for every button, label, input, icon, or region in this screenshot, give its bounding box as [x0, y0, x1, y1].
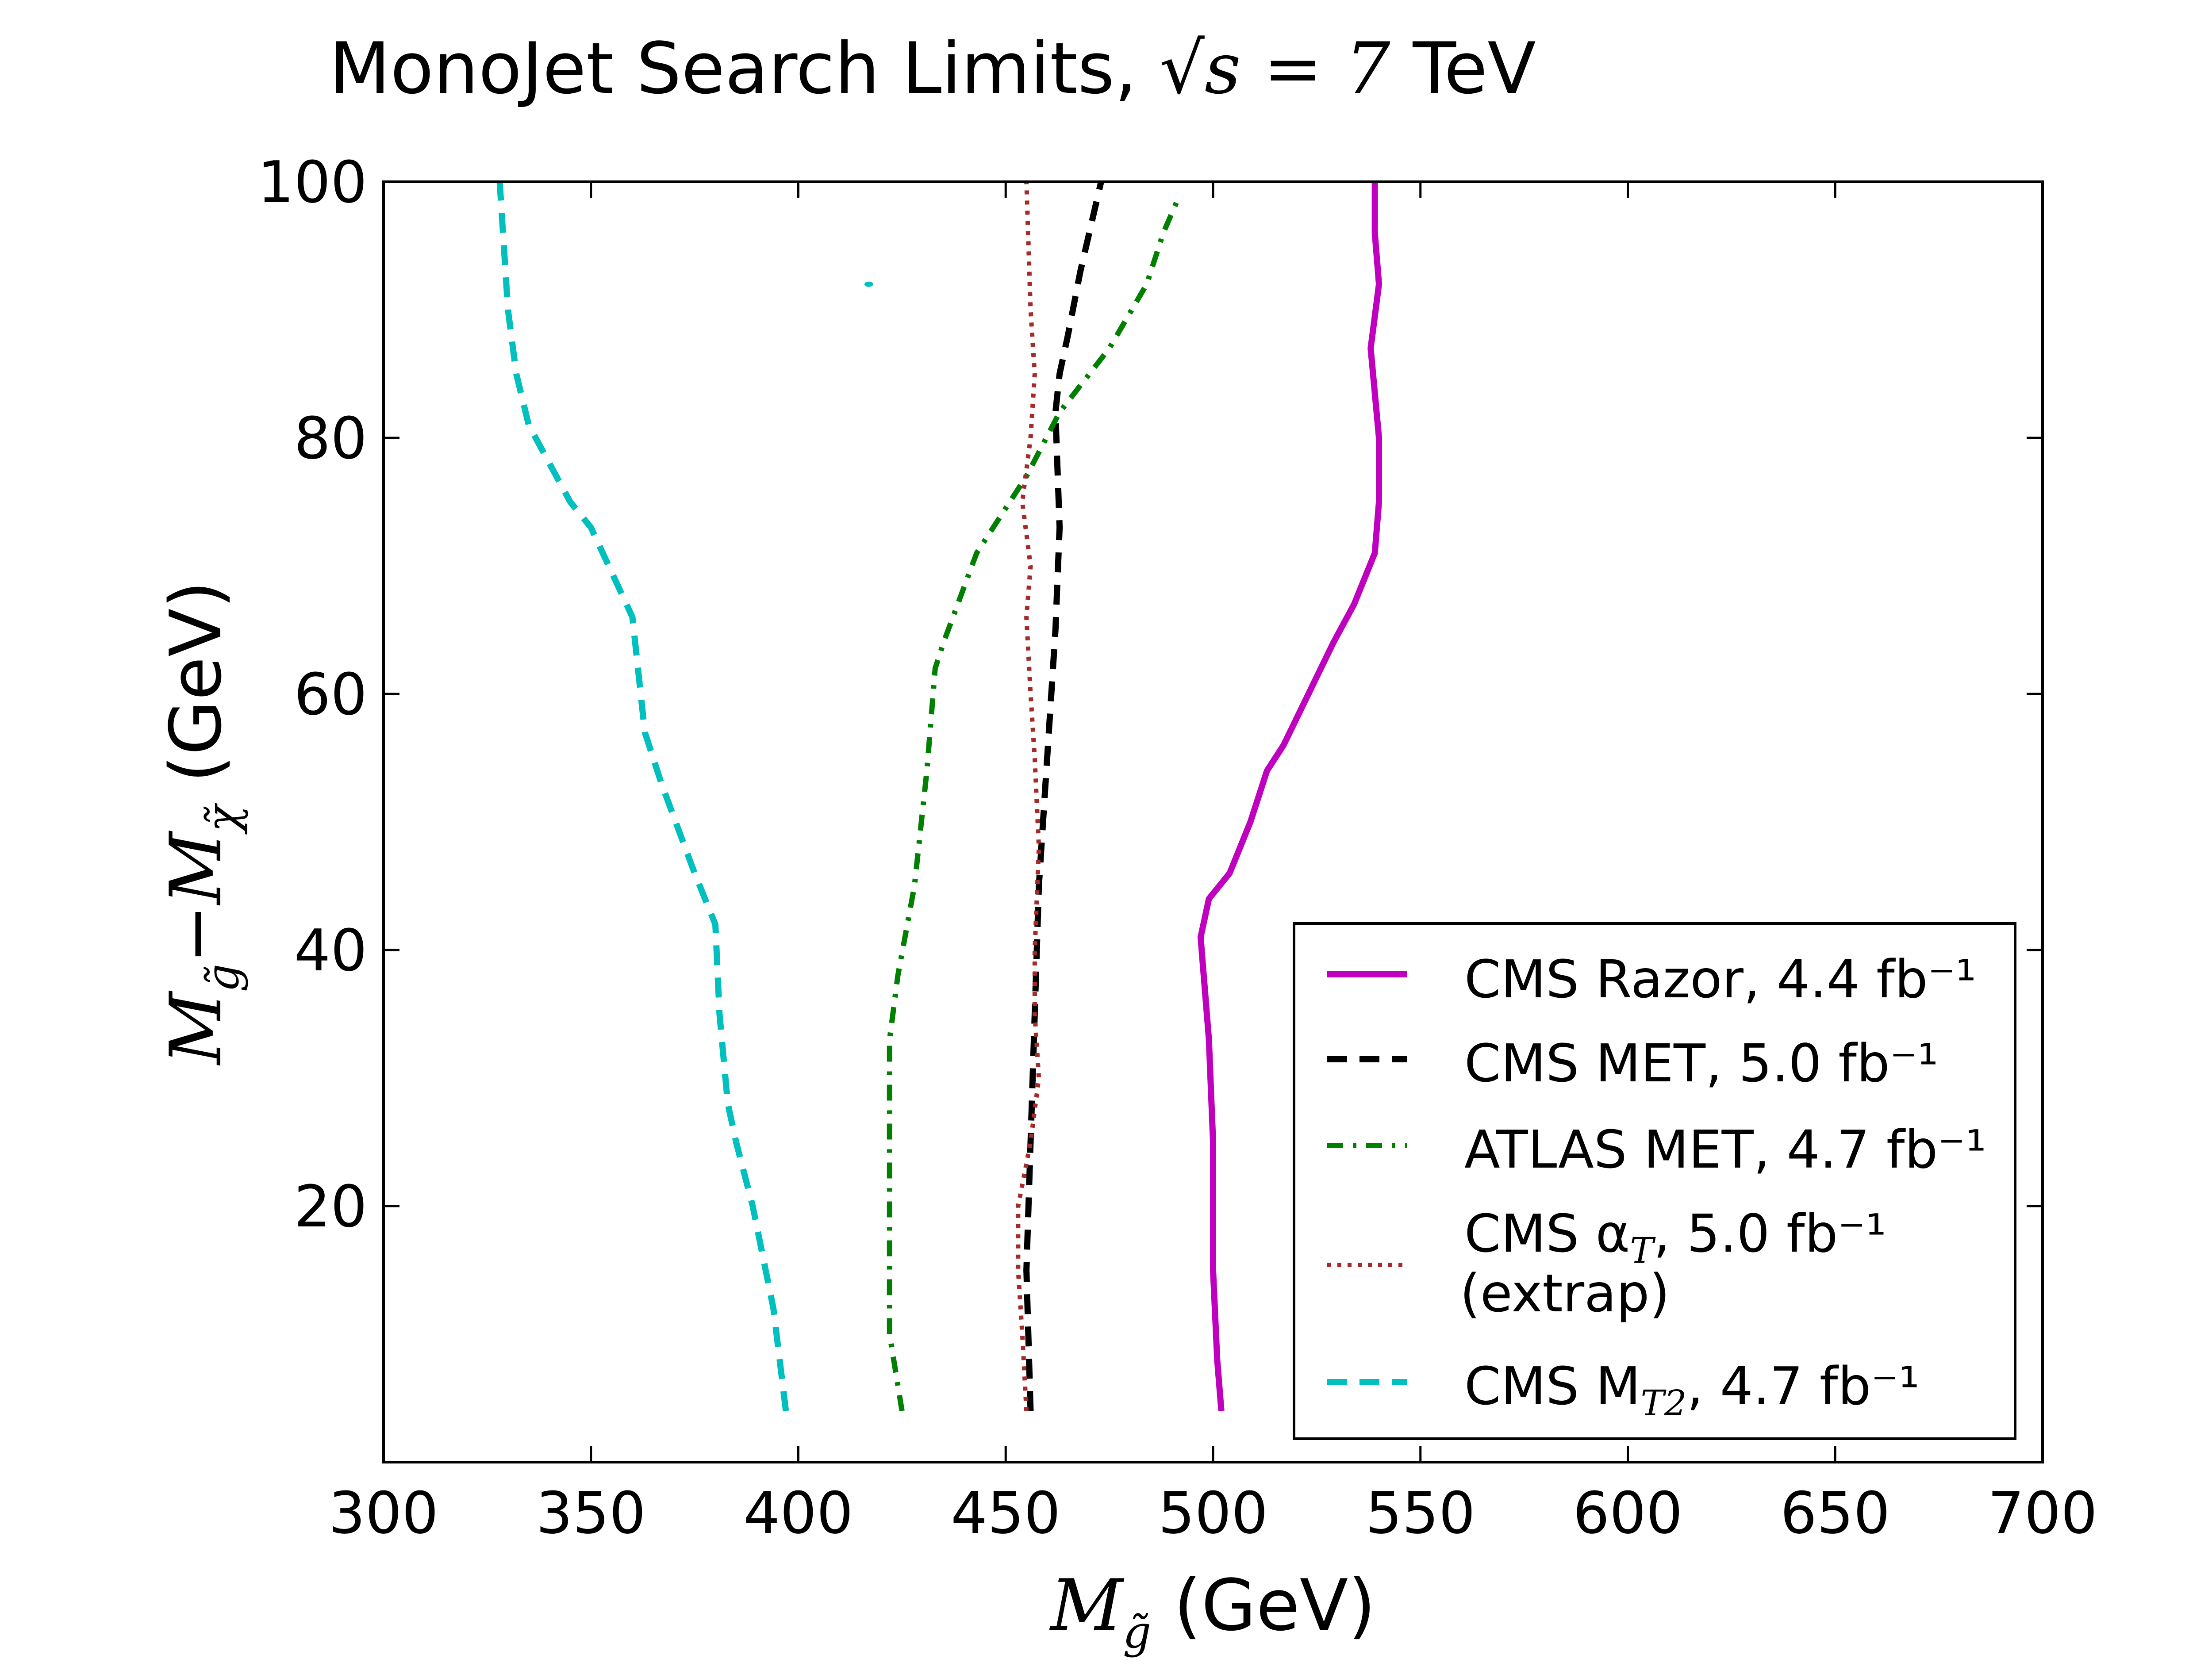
series-line-0	[1197, 182, 1382, 1411]
x-tick-label-5: 550	[1366, 1479, 1475, 1547]
legend-label-cms-alphat-rest: , 5.0 fb⁻¹	[1654, 1203, 1886, 1264]
y-axis-label-m1: M	[154, 990, 237, 1066]
series-layer	[496, 182, 1382, 1412]
chart-title-prefix: MonoJet Search Limits,	[329, 27, 1160, 110]
y-axis-label-sub2: χ̃	[197, 803, 249, 835]
x-tick-label-4: 500	[1158, 1479, 1268, 1547]
x-axis-label-unit: (GeV)	[1151, 1564, 1376, 1647]
y-axis-label-unit: (GeV)	[154, 581, 237, 805]
y-axis-label: Mg̃−Mχ̃ (GeV)	[154, 581, 249, 1066]
legend-label-cms-met: CMS MET, 5.0 fb⁻¹	[1464, 1033, 1938, 1094]
chart-title-math: √s = 7	[1160, 27, 1390, 110]
y-axis-label-sub1: g̃	[197, 964, 249, 992]
x-tick-label-1: 350	[536, 1479, 646, 1547]
legend-label-cms-razor: CMS Razor, 4.4 fb⁻¹	[1464, 949, 1976, 1010]
x-tick-label-2: 400	[743, 1479, 853, 1547]
legend-label-cms-mt2-name: CMS M	[1464, 1356, 1640, 1417]
y-tick-label-0: 20	[294, 1173, 367, 1240]
legend-label-cms-alphat: CMS αT, 5.0 fb⁻¹	[1464, 1203, 1886, 1271]
legend-label-cms-mt2: CMS MT2, 4.7 fb⁻¹	[1464, 1356, 1920, 1424]
series-line-4	[496, 182, 789, 1412]
legend-label-cms-mt2-sub: T2	[1640, 1383, 1686, 1424]
y-tick-label-3: 80	[294, 405, 367, 472]
y-tick-label-4: 100	[257, 149, 367, 216]
legend-label-atlas-met: ATLAS MET, 4.7 fb⁻¹	[1464, 1119, 1986, 1180]
x-tick-label-8: 700	[1988, 1479, 2097, 1547]
x-axis-label-symbol: M	[1049, 1564, 1125, 1647]
y-tick-label-1: 40	[294, 917, 367, 984]
stray-mark	[864, 281, 873, 287]
series-line-1	[1023, 182, 1104, 1411]
x-tick-label-6: 600	[1573, 1479, 1682, 1547]
x-axis-label: Mg̃ (GeV)	[1049, 1564, 1375, 1658]
tick-layer: 300 350 400 450 500 550 600 650 700 20 40 60 80 100	[257, 149, 2097, 1547]
legend-label-cms-alphat-sub: T	[1630, 1230, 1656, 1271]
series-line-3	[1016, 182, 1041, 1411]
legend-label-cms-alphat-name: CMS α	[1464, 1203, 1630, 1264]
legend-label-cms-mt2-rest: , 4.7 fb⁻¹	[1687, 1356, 1920, 1417]
legend-frame	[1293, 922, 2016, 1440]
x-tick-label-0: 300	[329, 1479, 438, 1547]
legend-label-cms-alphat-line2: (extrap)	[1460, 1263, 1670, 1324]
y-axis-label-op: −	[154, 904, 237, 964]
y-tick-label-2: 60	[294, 661, 367, 728]
legend: CMS Razor, 4.4 fb⁻¹ CMS MET, 5.0 fb⁻¹ AT…	[1293, 922, 2016, 1440]
x-tick-label-3: 450	[951, 1479, 1060, 1547]
y-axis-label-m2: M	[154, 830, 237, 906]
x-tick-label-7: 650	[1780, 1479, 1890, 1547]
chart-title: MonoJet Search Limits, √s = 7 TeV	[329, 27, 1536, 110]
chart-title-suffix: TeV	[1390, 27, 1536, 110]
x-axis-label-sub: g̃	[1123, 1606, 1151, 1658]
